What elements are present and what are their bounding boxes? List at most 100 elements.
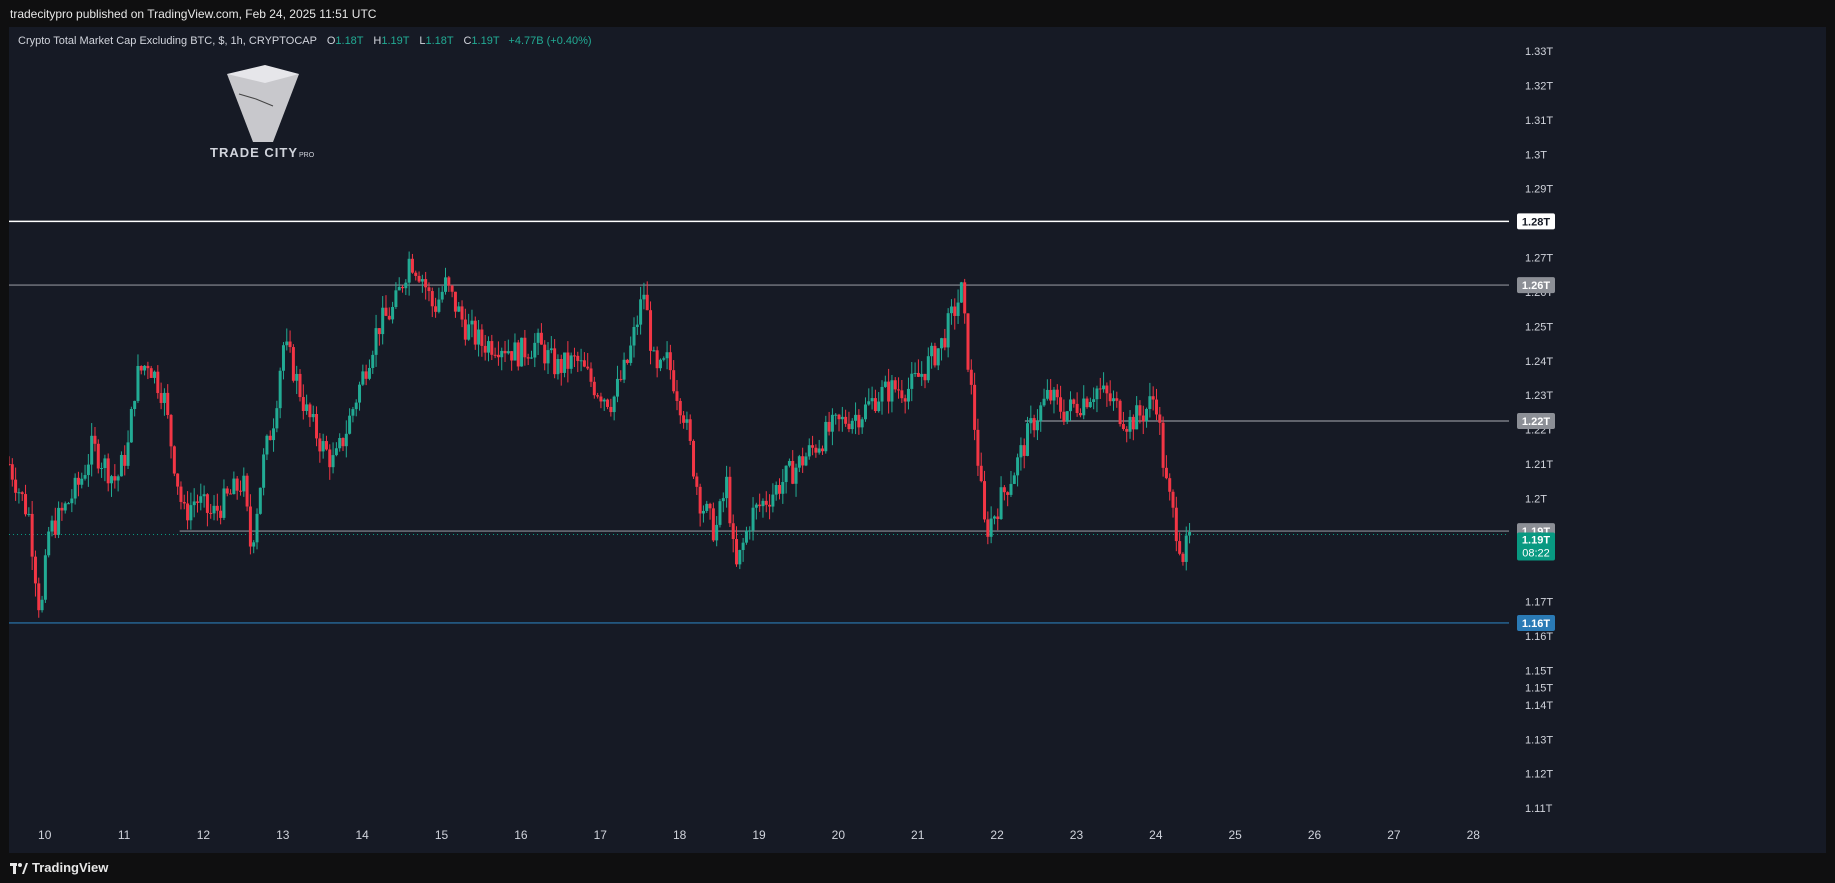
candle-body: [705, 503, 709, 511]
candle-body: [589, 368, 593, 382]
candle-body: [1032, 418, 1036, 431]
candle-body: [76, 477, 80, 485]
level-price-tag-label: 1.26T: [1522, 280, 1550, 292]
candle-body: [883, 381, 887, 387]
y-tick-label: 1.2T: [1525, 493, 1547, 505]
candle-body: [1098, 388, 1102, 390]
candle-body: [364, 371, 368, 379]
candle-body: [186, 503, 190, 521]
candle-body: [80, 478, 84, 485]
candle-body: [596, 395, 600, 397]
candle-body: [678, 400, 682, 416]
candle-body: [149, 368, 153, 378]
candle-body: [219, 510, 223, 518]
candle-body: [1178, 541, 1182, 554]
tradingview-logo-icon[interactable]: [10, 863, 28, 874]
candle-body: [847, 423, 851, 430]
candle-body: [814, 447, 818, 453]
candle-body: [751, 507, 755, 531]
candle-body: [1111, 398, 1115, 402]
candle-body: [655, 350, 659, 369]
candle-body: [503, 350, 507, 354]
candle-body: [850, 420, 854, 430]
y-tick-label: 1.17T: [1525, 597, 1553, 609]
candle-body: [523, 337, 527, 358]
candle-body: [668, 352, 672, 371]
level-price-tag: [1517, 277, 1555, 294]
candle-body: [536, 332, 540, 343]
candle-body: [794, 467, 798, 484]
candle-body: [764, 500, 768, 505]
candle-body: [1016, 457, 1020, 476]
level-price-tag-label: 1.16T: [1522, 618, 1550, 630]
candle-body: [384, 307, 388, 316]
candle-body: [685, 419, 689, 423]
candle-body: [649, 310, 653, 351]
candle-body: [1105, 385, 1109, 394]
x-tick-label: 10: [38, 828, 52, 842]
candle-body: [665, 352, 669, 359]
x-tick-label: 19: [752, 828, 766, 842]
candle-body: [1065, 411, 1069, 422]
candle-body: [844, 416, 848, 424]
candle-body: [278, 370, 282, 409]
candle-body: [516, 342, 520, 367]
time-axis[interactable]: 10 11 12 13 14 15 16 17 18 19 20 21 22 23 24 25 26 27 28: [38, 828, 1480, 842]
current-price-label: 1.19T: [1522, 535, 1550, 547]
candle-body: [420, 279, 424, 282]
candle-body: [834, 414, 838, 416]
candle-body: [110, 476, 114, 484]
candle-body: [602, 399, 606, 402]
candle-body: [1092, 399, 1096, 402]
candle-body: [791, 460, 795, 484]
candle-body: [1188, 531, 1192, 536]
candle-body: [619, 378, 623, 380]
price-chart[interactable]: TRADE CITY PRO 1.11T 1.12T 1.13T 1.14T 1.15T…: [9, 27, 1826, 853]
candle-body: [37, 583, 41, 611]
candle-body: [887, 381, 891, 402]
candle-body: [1042, 398, 1046, 406]
candle-body: [265, 435, 269, 455]
current-price-countdown: 08:22: [1522, 548, 1550, 560]
candle-body: [483, 345, 487, 353]
candle-body: [983, 481, 987, 520]
candle-body: [999, 487, 1003, 520]
candle-body: [629, 345, 633, 363]
candle-body: [906, 388, 910, 402]
candle-body: [116, 476, 120, 481]
horizontal-levels: [9, 220, 1509, 624]
candle-body: [827, 421, 831, 432]
candle-body: [903, 398, 907, 402]
candle-body: [1009, 483, 1013, 495]
candle-body: [1095, 388, 1099, 400]
candle-body: [576, 355, 580, 361]
y-tick-label: 1.16T: [1525, 631, 1553, 643]
symbol-legend: Crypto Total Market Cap Excluding BTC, $…: [18, 35, 592, 47]
candle-body: [1138, 405, 1142, 416]
candle-body: [625, 359, 629, 363]
candle-body: [1088, 401, 1092, 408]
candle-body: [100, 468, 104, 470]
candle-body: [675, 391, 679, 401]
candle-body: [731, 523, 735, 540]
candle-body: [698, 486, 702, 514]
candle-body: [450, 285, 454, 292]
candle-body: [103, 458, 107, 469]
candle-body: [86, 464, 90, 476]
candle-body: [781, 482, 785, 494]
x-tick-label: 23: [1070, 828, 1084, 842]
level-price-tag-label: 1.28T: [1522, 216, 1550, 228]
candle-body: [559, 359, 563, 373]
candle-body: [486, 341, 490, 353]
candle-body: [622, 359, 626, 380]
candle-body: [430, 291, 434, 307]
price-axis[interactable]: 1.11T 1.12T 1.13T 1.14T 1.15T 1.15T 1.16T 1.17T…: [1525, 46, 1553, 815]
candle-body: [328, 449, 332, 468]
candle-body: [437, 299, 441, 312]
candle-body: [166, 392, 170, 416]
tradingview-brand[interactable]: TradingView: [32, 860, 109, 875]
chart-area[interactable]: TRADE CITY PRO 1.11T 1.12T 1.13T 1.14T 1.15T…: [9, 27, 1826, 853]
candle-body: [113, 476, 117, 481]
candle-body: [979, 465, 983, 482]
candle-body: [123, 454, 127, 466]
